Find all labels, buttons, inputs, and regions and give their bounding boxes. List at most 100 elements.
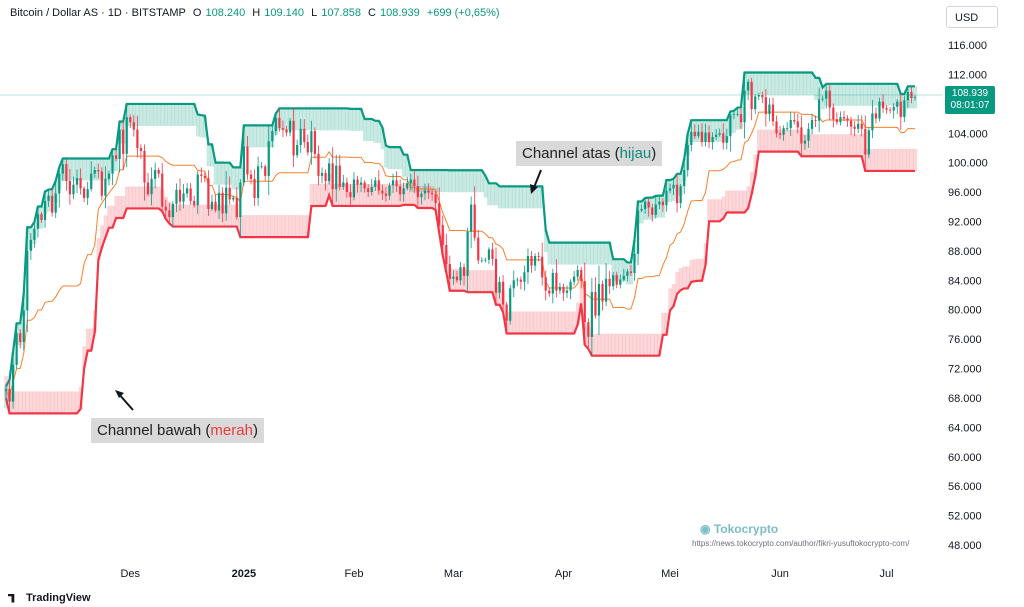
time-axis[interactable]: Des 2025 Feb Mar Apr Mei Jun Jul: [120, 568, 893, 580]
upper-channel-band: [874, 83, 879, 106]
lower-channel-band: [242, 215, 247, 238]
open-value: 108.240: [205, 7, 246, 19]
lower-channel-band: [700, 258, 705, 281]
tokocrypto-watermark: ◉ Tokocrypto: [700, 522, 778, 536]
lower-channel-band: [622, 333, 627, 356]
lower-channel-band: [629, 333, 634, 356]
upper-channel-band: [774, 72, 779, 95]
upper-channel-band: [884, 83, 889, 106]
lower-channel-band: [146, 186, 151, 209]
price-axis[interactable]: 116.000112.000108.000104.000100.00096.00…: [948, 40, 988, 552]
candle-body: [498, 281, 501, 293]
candle-body: [516, 279, 519, 281]
candle: [217, 184, 221, 219]
candle: [853, 121, 856, 137]
candle: [391, 173, 395, 193]
candle-body: [544, 277, 547, 291]
tradingview-logo[interactable]: TradingView: [8, 592, 91, 604]
candle-body: [455, 276, 459, 281]
candle: [541, 242, 544, 286]
upper-channel-band: [618, 259, 623, 282]
lower-channel-band: [50, 391, 55, 414]
candle-body: [874, 113, 878, 119]
candle-body: [249, 174, 253, 179]
lower-channel-band: [61, 391, 65, 414]
lower-channel-band: [849, 134, 854, 157]
upper-channel-band: [561, 242, 566, 265]
lower-channel-band: [668, 288, 673, 311]
candle-body: [590, 292, 593, 337]
candle: [750, 77, 753, 121]
candle-body: [548, 290, 551, 294]
candle-body: [899, 101, 902, 118]
candle: [455, 270, 459, 283]
upper-channel-band: [575, 242, 580, 265]
upper-channel-band: [330, 108, 335, 131]
candle: [768, 97, 771, 122]
candle-body: [878, 101, 881, 119]
candle-body: [583, 281, 586, 323]
candle: [778, 126, 782, 140]
candle: [267, 125, 270, 196]
candle: [818, 87, 821, 132]
lower-channel-band: [320, 184, 325, 207]
upper-channel-band: [788, 72, 793, 95]
upper-channel-band: [590, 242, 595, 265]
lower-channel-band: [749, 172, 754, 195]
candle: [100, 167, 103, 201]
candle-body: [573, 276, 576, 282]
upper-channel-band: [164, 103, 168, 126]
lower-channel-band: [64, 391, 69, 414]
candle: [196, 171, 199, 214]
candle-body: [182, 193, 185, 202]
candle-body: [402, 188, 405, 195]
candle-body: [782, 128, 785, 135]
lower-channel-band: [771, 129, 776, 152]
candle: [558, 282, 562, 294]
lower-channel-band: [274, 215, 279, 238]
lower-channel-band: [657, 333, 662, 356]
candle: [129, 114, 132, 128]
lower-channel-band: [110, 205, 115, 228]
lower-channel-band: [600, 333, 605, 356]
candle-body: [906, 92, 909, 101]
candle-body: [533, 256, 537, 266]
candle: [452, 270, 455, 285]
candle: [441, 215, 444, 256]
candle: [590, 277, 593, 356]
lower-channel-band: [639, 333, 644, 356]
upper-channel-band: [568, 242, 573, 265]
candle-body: [320, 172, 324, 176]
candle-body: [871, 113, 874, 131]
candle-body: [399, 186, 402, 195]
candle: [800, 115, 803, 157]
lower-channel-band: [323, 183, 328, 206]
candle-body: [832, 107, 835, 120]
lower-channel-band: [575, 302, 580, 325]
candle: [26, 227, 29, 333]
candle-body: [551, 272, 554, 294]
upper-channel-band: [220, 162, 225, 185]
upper-channel-band: [803, 72, 808, 95]
candle: [555, 259, 558, 298]
candle-body: [541, 256, 544, 278]
candle-body: [406, 183, 409, 189]
candle: [636, 201, 640, 265]
lower-channel-band: [788, 129, 793, 152]
candle: [580, 266, 583, 289]
candle: [210, 194, 214, 211]
lower-channel-band: [778, 129, 783, 152]
candle-body: [281, 128, 285, 130]
candle: [292, 108, 295, 168]
candle: [857, 114, 860, 134]
candle-body: [576, 270, 579, 277]
upper-channel-band: [132, 103, 136, 126]
candle: [146, 172, 150, 197]
candle: [232, 195, 235, 202]
candle: [356, 175, 359, 193]
candle-body: [913, 97, 917, 99]
candle: [139, 144, 143, 159]
candle-body: [565, 290, 569, 293]
currency-button[interactable]: USD: [946, 6, 998, 28]
